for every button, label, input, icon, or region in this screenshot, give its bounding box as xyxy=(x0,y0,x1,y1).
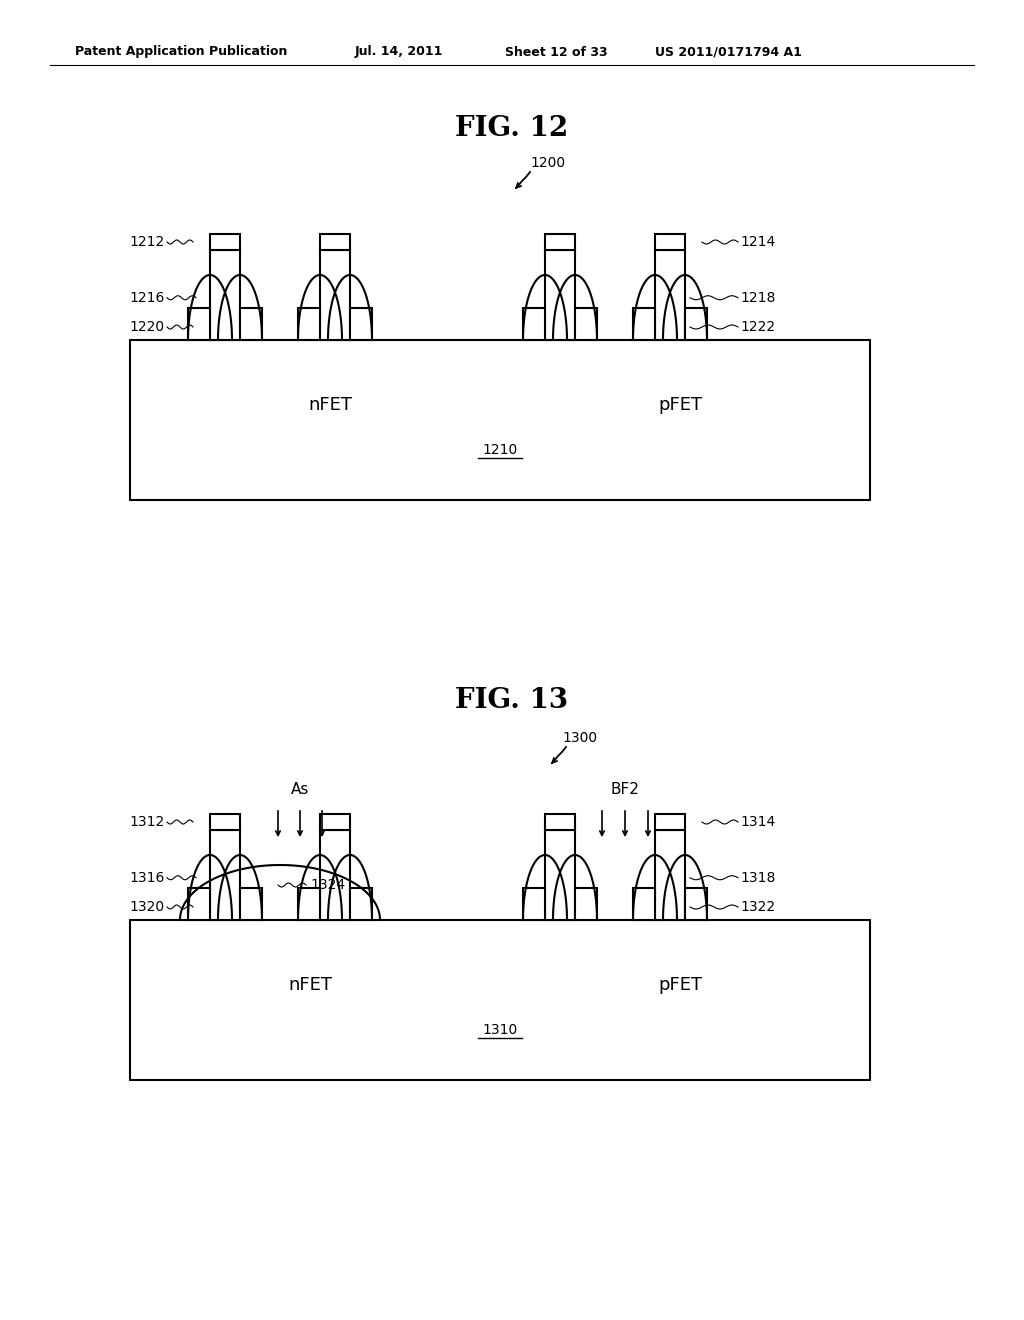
Bar xyxy=(319,249,350,341)
Text: 1216: 1216 xyxy=(130,290,165,305)
Text: US 2011/0171794 A1: US 2011/0171794 A1 xyxy=(655,45,802,58)
Bar xyxy=(545,234,575,249)
Bar xyxy=(685,888,707,920)
Text: 1320: 1320 xyxy=(130,900,165,913)
Text: 1300: 1300 xyxy=(562,731,598,744)
Text: 1200: 1200 xyxy=(530,156,565,170)
Bar xyxy=(655,234,685,249)
Text: Jul. 14, 2011: Jul. 14, 2011 xyxy=(355,45,443,58)
Bar xyxy=(319,234,350,249)
Bar xyxy=(298,888,319,920)
Text: 1214: 1214 xyxy=(740,235,775,249)
Bar xyxy=(523,888,545,920)
Bar xyxy=(130,920,870,1080)
Text: 1314: 1314 xyxy=(740,814,775,829)
Bar xyxy=(655,814,685,830)
Text: FIG. 12: FIG. 12 xyxy=(456,115,568,141)
Bar xyxy=(240,308,262,341)
Bar xyxy=(545,249,575,341)
Bar xyxy=(575,308,597,341)
Bar xyxy=(350,308,372,341)
Text: Patent Application Publication: Patent Application Publication xyxy=(75,45,288,58)
Text: BF2: BF2 xyxy=(610,783,639,797)
Text: 1312: 1312 xyxy=(130,814,165,829)
Bar xyxy=(210,814,240,830)
Bar xyxy=(655,249,685,341)
Text: 1212: 1212 xyxy=(130,235,165,249)
Text: 1210: 1210 xyxy=(482,444,517,457)
Text: pFET: pFET xyxy=(658,396,702,414)
Text: pFET: pFET xyxy=(658,975,702,994)
Bar xyxy=(633,308,655,341)
Bar xyxy=(188,308,210,341)
Text: nFET: nFET xyxy=(308,396,352,414)
Bar xyxy=(130,341,870,500)
Text: 1316: 1316 xyxy=(130,871,165,884)
Bar xyxy=(210,234,240,249)
Bar xyxy=(633,888,655,920)
Text: As: As xyxy=(291,783,309,797)
Text: 1324: 1324 xyxy=(310,878,345,892)
Bar xyxy=(655,830,685,920)
Text: Sheet 12 of 33: Sheet 12 of 33 xyxy=(505,45,607,58)
Bar xyxy=(240,888,262,920)
Bar xyxy=(545,814,575,830)
Bar xyxy=(298,308,319,341)
Bar xyxy=(210,249,240,341)
Text: nFET: nFET xyxy=(288,975,332,994)
Text: 1310: 1310 xyxy=(482,1023,517,1038)
Bar xyxy=(685,308,707,341)
Bar xyxy=(188,888,210,920)
Bar xyxy=(350,888,372,920)
Bar xyxy=(523,308,545,341)
Bar xyxy=(319,814,350,830)
Bar xyxy=(575,888,597,920)
Text: 1218: 1218 xyxy=(740,290,775,305)
Bar xyxy=(319,830,350,920)
Bar xyxy=(545,830,575,920)
Text: FIG. 13: FIG. 13 xyxy=(456,686,568,714)
Text: 1322: 1322 xyxy=(740,900,775,913)
Text: 1318: 1318 xyxy=(740,871,775,884)
Bar xyxy=(210,830,240,920)
Text: 1220: 1220 xyxy=(130,319,165,334)
Text: 1222: 1222 xyxy=(740,319,775,334)
